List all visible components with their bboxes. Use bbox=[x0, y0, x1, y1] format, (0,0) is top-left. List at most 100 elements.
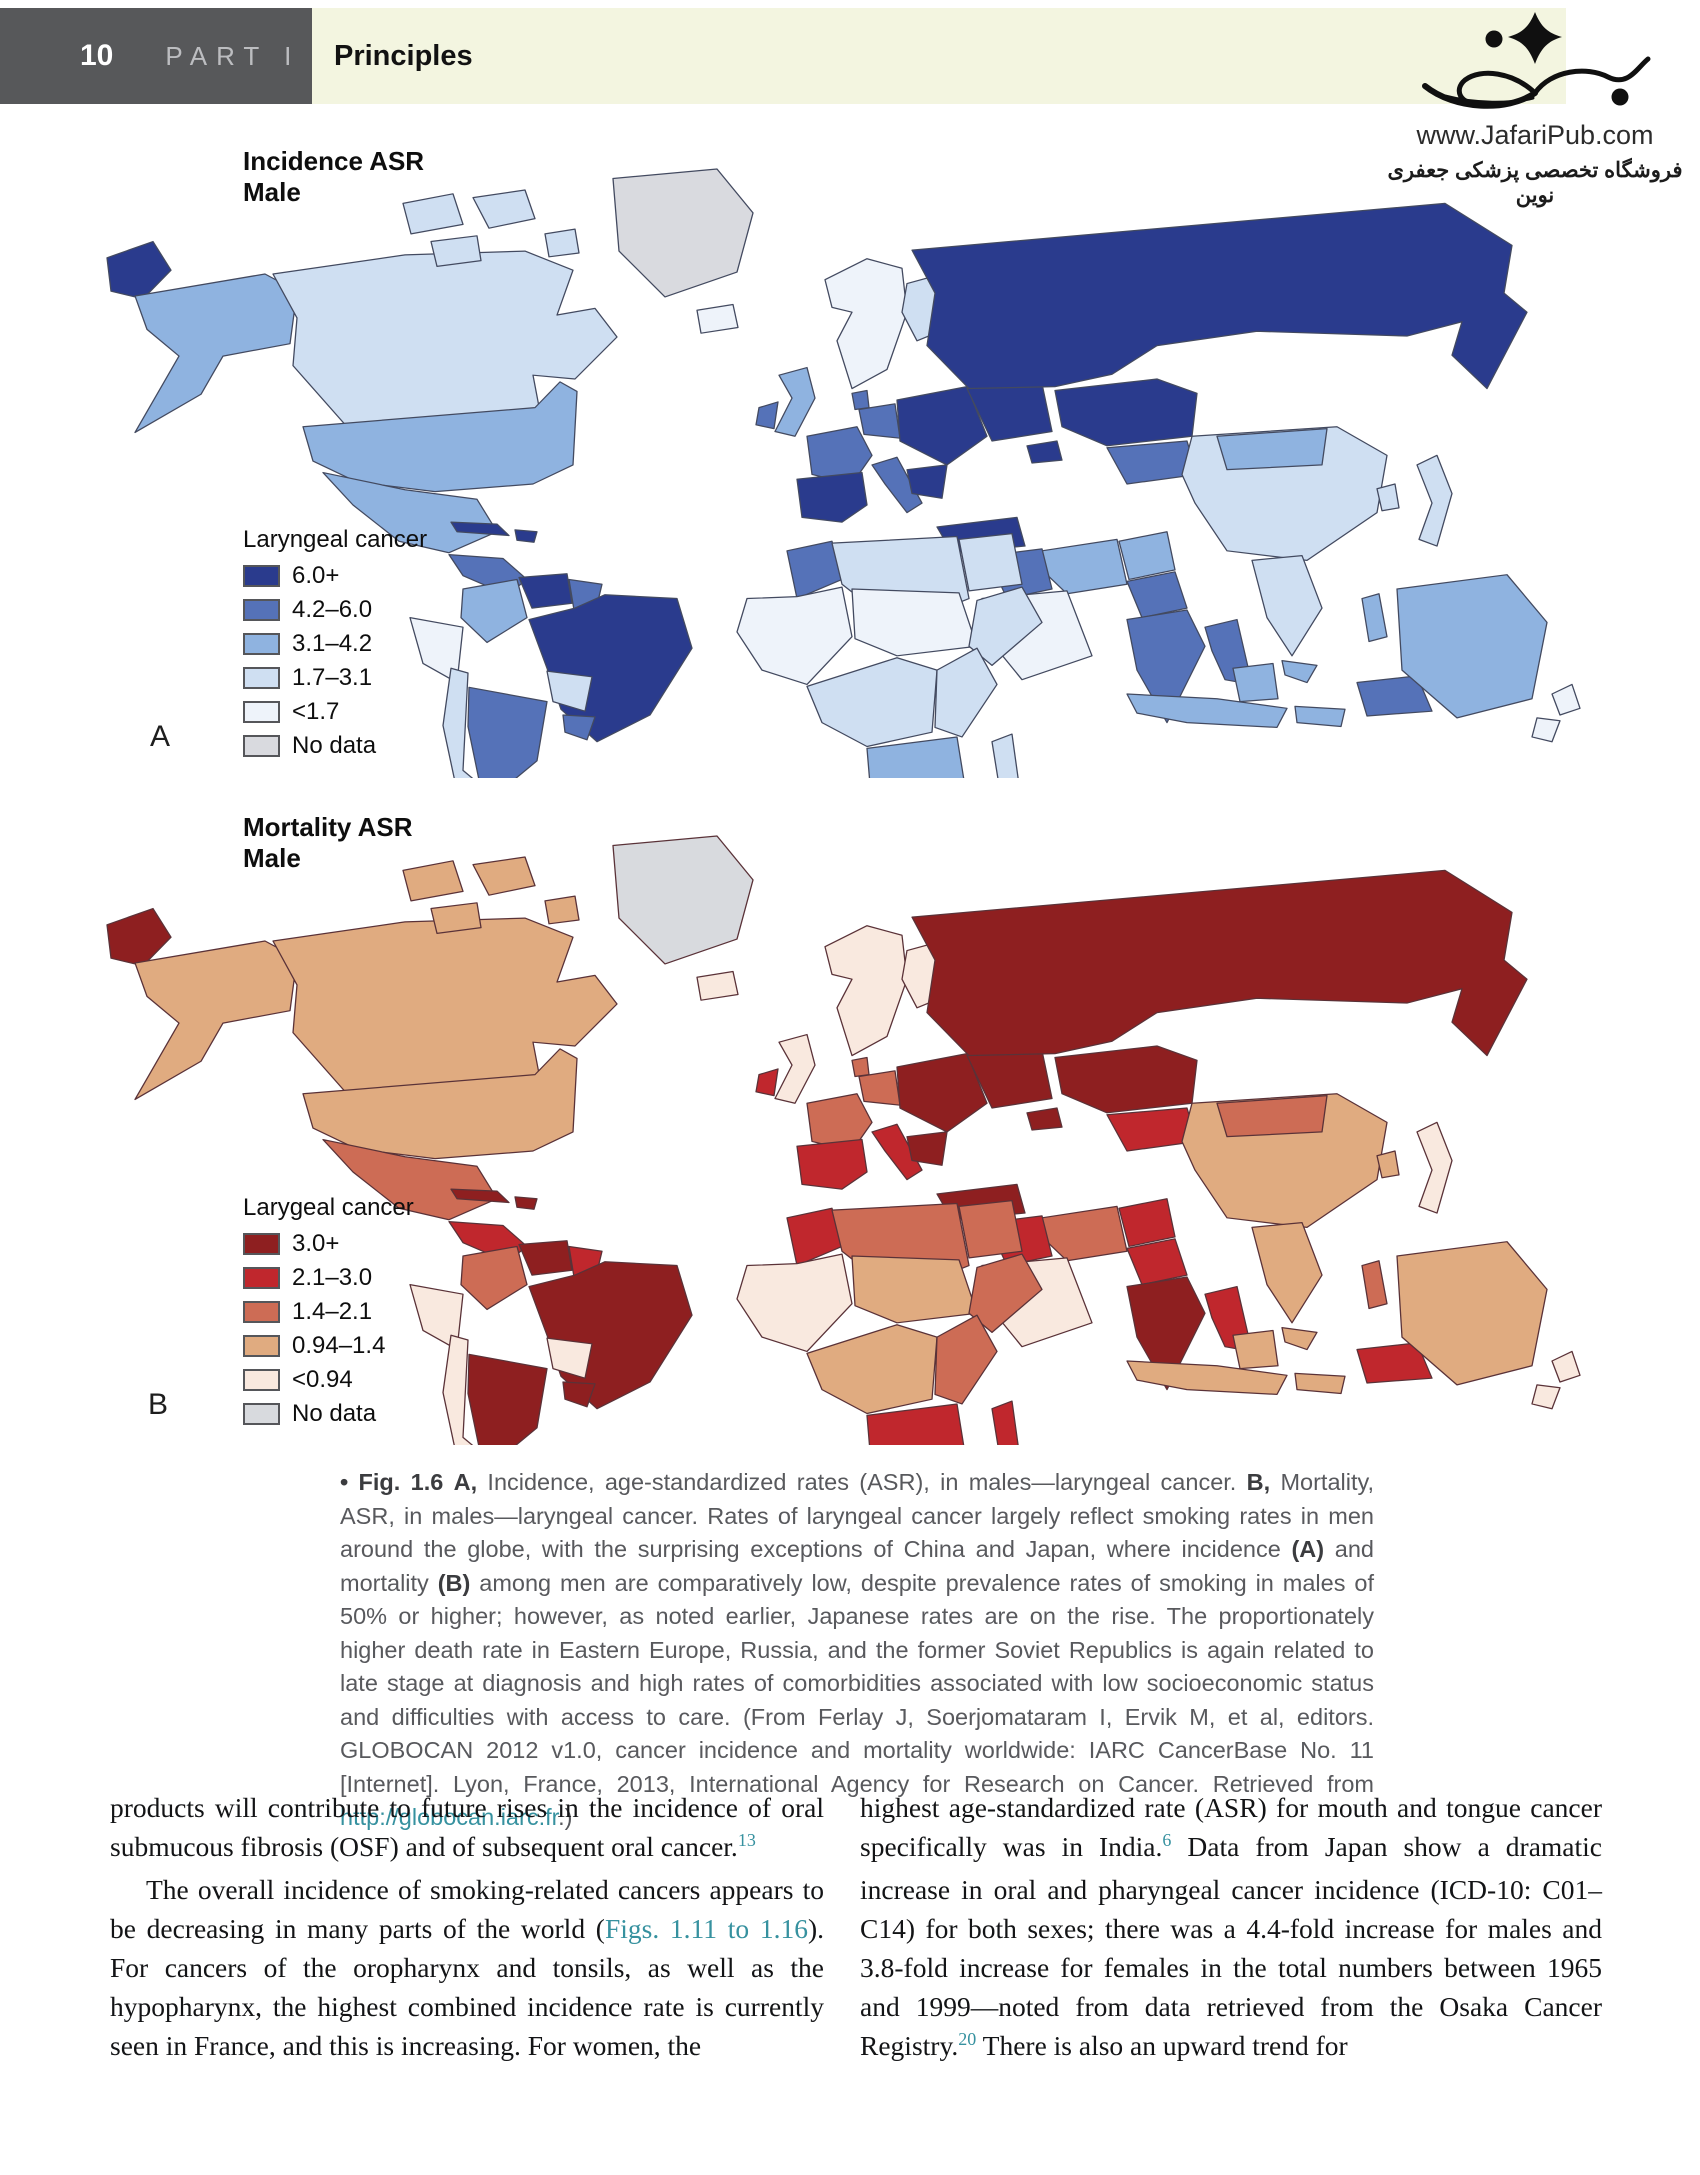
region-uk bbox=[774, 1033, 816, 1104]
text-run: and mortality bbox=[340, 1536, 1374, 1596]
region-iceland bbox=[696, 303, 739, 334]
region-iberia bbox=[796, 471, 868, 523]
region-egypt bbox=[958, 1200, 1023, 1259]
region-balkans bbox=[906, 1131, 948, 1166]
calligraphy-logo-icon bbox=[1422, 12, 1651, 109]
header-section-strip: Principles bbox=[312, 8, 1566, 104]
reference-link[interactable]: 6 bbox=[1162, 1830, 1172, 1850]
body-paragraph: The overall incidence of smoking-related… bbox=[110, 1870, 824, 2065]
region-scandinavia bbox=[824, 925, 908, 1057]
text-run: among men are comparatively low, despite… bbox=[340, 1569, 1374, 1797]
page-number: 10 bbox=[80, 39, 114, 72]
legend-swatch bbox=[243, 1403, 280, 1425]
region-venezuela bbox=[518, 1240, 573, 1276]
text-run: The overall incidence of smoking-related… bbox=[110, 1874, 824, 1944]
legend-swatch bbox=[243, 1369, 280, 1391]
region-southernafrica bbox=[866, 1403, 965, 1445]
legend-label: 6.0+ bbox=[292, 562, 340, 589]
legend-title: Larygeal cancer bbox=[243, 1194, 414, 1221]
reference-link[interactable]: Figs. 1.11 to 1.16 bbox=[604, 1913, 808, 1944]
region-colombia bbox=[460, 1245, 528, 1311]
region-colombia bbox=[460, 578, 528, 644]
region-sahel_sudan bbox=[851, 1255, 978, 1324]
region-paraguay bbox=[562, 1381, 596, 1408]
section-title: Principles bbox=[334, 39, 473, 72]
body-column-right: highest age-standardized rate (ASR) for … bbox=[860, 1788, 1602, 2069]
map-a-legend: Laryngeal cancer 6.0+ 4.2–6.0 3.1–4.2 1.7–3… bbox=[243, 526, 563, 768]
legend-item: 3.0+ bbox=[243, 1230, 563, 1257]
panel-letter-b: B bbox=[148, 1388, 169, 1421]
publisher-branding: www.JafariPub.com فروشگاه تخصصی پزشکی جع… bbox=[1385, 8, 1685, 208]
region-bolivia bbox=[546, 1337, 593, 1379]
region-madagascar bbox=[991, 733, 1019, 778]
region-chukotka bbox=[106, 907, 172, 967]
region-chile bbox=[442, 1334, 474, 1445]
reference-link[interactable]: 20 bbox=[958, 2029, 977, 2049]
region-france bbox=[806, 426, 873, 485]
region-egypt bbox=[958, 533, 1023, 592]
map-a-title-line1: Incidence ASR bbox=[243, 146, 425, 176]
region-philippines bbox=[1361, 1260, 1388, 1310]
region-denmark bbox=[851, 1056, 870, 1078]
text-run: A, bbox=[453, 1469, 478, 1495]
region-argentina bbox=[467, 1353, 548, 1445]
region-westafrica bbox=[736, 586, 853, 686]
body-paragraph: highest age-standardized rate (ASR) for … bbox=[860, 1788, 1602, 2069]
region-france bbox=[806, 1093, 873, 1152]
body-paragraph: products will contribute to future rises… bbox=[110, 1788, 824, 1870]
legend-swatch bbox=[243, 1335, 280, 1357]
reference-link[interactable]: 13 bbox=[737, 1830, 756, 1850]
region-cuba bbox=[450, 1188, 510, 1204]
region-iran bbox=[1041, 1205, 1128, 1262]
region-arctic_islands bbox=[402, 856, 580, 934]
region-hispaniola bbox=[514, 529, 538, 543]
text-run: products will contribute to future rises… bbox=[110, 1792, 824, 1862]
legend-label: 1.4–2.1 bbox=[292, 1298, 373, 1325]
region-venezuela bbox=[518, 573, 573, 609]
text-run: (A) bbox=[1291, 1536, 1325, 1562]
region-chukotka bbox=[106, 240, 172, 300]
region-sea_indochina bbox=[1251, 554, 1323, 657]
text-run: Incidence, age-standardized rates (ASR),… bbox=[477, 1469, 1247, 1495]
region-easteurope bbox=[896, 386, 988, 466]
region-usa bbox=[302, 1048, 578, 1160]
map-b-title-line2: Male bbox=[243, 842, 301, 873]
region-eastafrica bbox=[934, 1314, 998, 1405]
reference-link[interactable]: http://globocan.iarc.fr bbox=[340, 1804, 559, 1830]
map-b-title: Mortality ASR Male bbox=[243, 812, 413, 873]
region-ireland bbox=[755, 401, 779, 430]
region-russia bbox=[911, 869, 1528, 1057]
region-japan bbox=[1416, 1121, 1453, 1214]
region-kazakh bbox=[1054, 378, 1198, 447]
legend-label: 3.0+ bbox=[292, 1230, 340, 1257]
map-b-legend: Larygeal cancer 3.0+ 2.1–3.0 1.4–2.1 0.94–1… bbox=[243, 1194, 563, 1436]
region-caucasus bbox=[1026, 440, 1063, 464]
region-horn bbox=[968, 586, 1043, 666]
legend-label: 2.1–3.0 bbox=[292, 1264, 373, 1291]
region-paraguay bbox=[562, 714, 596, 741]
region-madagascar bbox=[991, 1400, 1019, 1445]
region-pakistan bbox=[1126, 571, 1188, 619]
region-india bbox=[1126, 609, 1206, 724]
legend-swatch bbox=[243, 1233, 280, 1255]
text-run: • bbox=[340, 1469, 359, 1495]
region-usa bbox=[302, 381, 578, 493]
region-iceland bbox=[696, 970, 739, 1001]
region-canada bbox=[272, 917, 618, 1104]
region-cuba bbox=[450, 521, 510, 537]
region-hispaniola bbox=[514, 1196, 538, 1210]
body-column-left: products will contribute to future rises… bbox=[110, 1788, 824, 2065]
map-a-title-line2: Male bbox=[243, 176, 301, 207]
legend-label: No data bbox=[292, 732, 377, 759]
publisher-url[interactable]: www.JafariPub.com bbox=[1416, 120, 1654, 150]
region-chile bbox=[442, 667, 474, 778]
region-southernafrica bbox=[866, 736, 965, 778]
region-indonesia bbox=[1126, 1329, 1346, 1396]
text-run: Fig. 1.6 bbox=[358, 1469, 444, 1495]
legend-item: 0.94–1.4 bbox=[243, 1332, 563, 1359]
legend-label: <1.7 bbox=[292, 698, 340, 725]
legend-item: 2.1–3.0 bbox=[243, 1264, 563, 1291]
legend-swatch bbox=[243, 633, 280, 655]
region-greenland bbox=[612, 168, 754, 298]
